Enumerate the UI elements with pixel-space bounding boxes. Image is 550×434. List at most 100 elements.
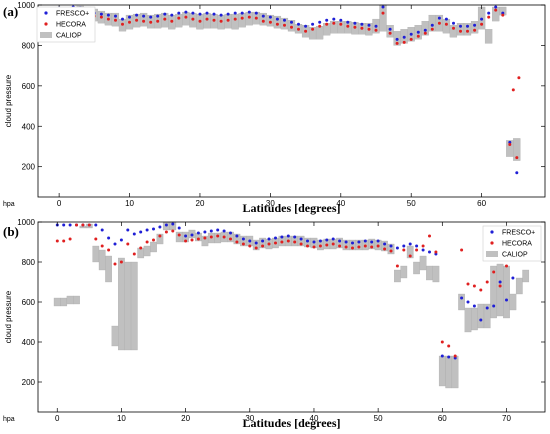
y-unit-label: hpa bbox=[3, 201, 15, 208]
fresco-point bbox=[170, 13, 174, 17]
fresco-point bbox=[248, 239, 252, 243]
fresco-point bbox=[508, 140, 512, 144]
hecora-point bbox=[351, 246, 354, 250]
caliop-bar bbox=[432, 265, 440, 283]
caliop-bar bbox=[203, 12, 211, 29]
legend-label: FRESCO+ bbox=[56, 11, 89, 18]
fresco-point bbox=[466, 300, 470, 304]
y-tick-label: 200 bbox=[22, 163, 36, 172]
caliop-bar bbox=[471, 307, 478, 331]
hecora-point bbox=[158, 234, 162, 238]
hecora-point bbox=[241, 242, 245, 246]
fresco-point bbox=[156, 14, 160, 18]
y-tick-label: 1000 bbox=[17, 218, 35, 227]
hecora-point bbox=[325, 22, 329, 26]
hecora-point bbox=[139, 246, 143, 250]
hecora-point bbox=[87, 223, 91, 227]
hecora-point bbox=[360, 26, 364, 30]
hecora-point bbox=[75, 223, 78, 227]
hecora-point bbox=[99, 15, 103, 19]
hecora-point bbox=[100, 244, 104, 248]
caliop-bar bbox=[98, 249, 106, 271]
caliop-bar bbox=[124, 261, 132, 351]
fresco-point bbox=[261, 239, 265, 243]
hecora-point bbox=[149, 20, 153, 24]
hecora-point bbox=[466, 282, 470, 286]
hecora-point bbox=[353, 25, 357, 29]
fresco-point bbox=[408, 242, 412, 246]
hecora-point bbox=[346, 24, 350, 28]
caliop-bar bbox=[387, 243, 395, 255]
hecora-point bbox=[472, 284, 476, 288]
caliop-bar bbox=[477, 303, 485, 329]
fresco-point bbox=[158, 225, 162, 229]
fresco-point bbox=[106, 13, 110, 17]
fresco-point bbox=[402, 35, 406, 39]
caliop-bar bbox=[496, 263, 504, 317]
caliop-bar bbox=[413, 261, 420, 275]
caliop-bar bbox=[419, 255, 427, 271]
caliop-bar bbox=[73, 295, 80, 305]
y-tick-label: 600 bbox=[22, 298, 36, 307]
hecora-point bbox=[62, 239, 66, 243]
hecora-point bbox=[325, 243, 329, 247]
y-tick-label: 600 bbox=[22, 82, 36, 91]
hecora-point bbox=[290, 25, 293, 29]
hecora-point bbox=[135, 18, 139, 22]
hecora-point bbox=[517, 76, 521, 80]
caliop-bar bbox=[53, 297, 61, 307]
hecora-point bbox=[395, 264, 399, 268]
fresco-point bbox=[511, 276, 515, 280]
caliop-bar bbox=[400, 265, 408, 279]
caliop-bar bbox=[156, 233, 164, 245]
fresco-point bbox=[344, 240, 348, 244]
legend-marker bbox=[44, 22, 48, 26]
fresco-point bbox=[460, 296, 464, 300]
hecora-point bbox=[113, 262, 117, 266]
fresco-point bbox=[177, 11, 181, 15]
fresco-point bbox=[135, 13, 139, 17]
fresco-point bbox=[346, 20, 350, 24]
caliop-bar bbox=[231, 13, 239, 30]
fresco-point bbox=[99, 12, 103, 16]
hecora-point bbox=[423, 31, 427, 35]
caliop-bar bbox=[182, 11, 190, 26]
hecora-point bbox=[363, 244, 367, 248]
hecora-point bbox=[370, 245, 374, 249]
hecora-point bbox=[184, 15, 188, 19]
hecora-point bbox=[395, 41, 399, 45]
y-tick-label: 1000 bbox=[17, 1, 35, 10]
y-axis-label: cloud pressure bbox=[4, 74, 13, 127]
hecora-point bbox=[374, 28, 378, 32]
fresco-point bbox=[331, 237, 335, 241]
chart-panel-2: 0 10 20 30 40 50 60 70 200 400 600 800 1000 hpa cloud … bbox=[3, 218, 546, 430]
fresco-point bbox=[205, 11, 209, 15]
fresco-point bbox=[240, 11, 244, 15]
hecora-point bbox=[132, 252, 136, 256]
legend-label: CALIOP bbox=[56, 33, 82, 40]
legend-marker bbox=[490, 241, 494, 245]
hecora-point bbox=[128, 20, 131, 24]
fresco-point bbox=[152, 227, 155, 231]
fresco-point bbox=[233, 11, 237, 15]
fresco-point bbox=[190, 233, 194, 237]
hecora-point bbox=[235, 240, 239, 244]
hecora-point bbox=[480, 22, 484, 26]
fresco-point bbox=[68, 223, 72, 227]
fresco-point bbox=[376, 239, 380, 243]
panel-label: (a) bbox=[3, 4, 18, 19]
fresco-point bbox=[325, 238, 329, 242]
hecora-point bbox=[434, 250, 438, 254]
hecora-point bbox=[275, 22, 279, 26]
hecora-point bbox=[428, 234, 431, 238]
fresco-point bbox=[370, 240, 374, 244]
y-tick-label: 800 bbox=[22, 258, 36, 267]
caliop-bar bbox=[143, 245, 151, 257]
fresco-point bbox=[360, 22, 364, 26]
chart-panel-1: 0 10 20 30 40 50 60 200 400 600 800 1000 hpa cloud pr… bbox=[3, 1, 546, 215]
caliop-bar bbox=[458, 293, 465, 311]
hecora-point bbox=[267, 242, 271, 246]
x-tick-label: 0 bbox=[55, 414, 60, 423]
fresco-point bbox=[241, 237, 245, 241]
